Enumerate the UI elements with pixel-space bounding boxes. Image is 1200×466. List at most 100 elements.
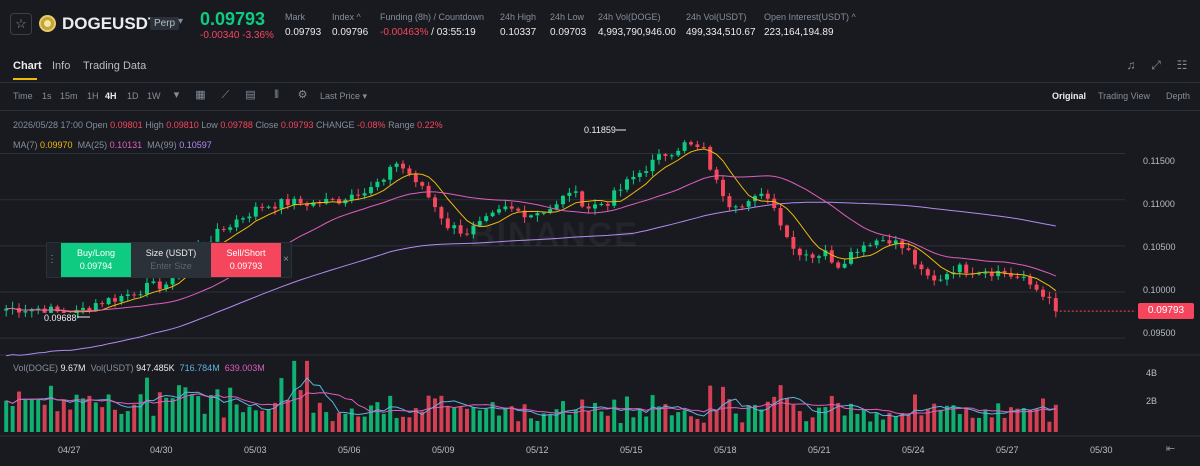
candle-body bbox=[957, 264, 962, 273]
volume-bar bbox=[170, 398, 175, 432]
scroll-to-end-icon[interactable]: ⇤ bbox=[1165, 443, 1176, 455]
view-original[interactable]: Original bbox=[1052, 91, 1087, 101]
calendar-icon[interactable]: ▦ bbox=[195, 89, 206, 101]
interval-4h[interactable]: 4H bbox=[105, 91, 117, 101]
sell-short-button[interactable]: Sell/Short 0.09793 bbox=[211, 243, 281, 277]
ma25-label: MA(25) bbox=[77, 140, 108, 150]
stat-value: -0.00463% / 03:55:19 bbox=[380, 27, 484, 38]
volume-bar bbox=[273, 402, 277, 432]
candle-body bbox=[548, 209, 553, 213]
x-tick-label: 05/30 bbox=[1090, 445, 1113, 455]
last-price: 0.09793 bbox=[200, 9, 266, 29]
candle-body bbox=[349, 194, 354, 200]
volume-bar bbox=[356, 416, 361, 432]
volume-bar bbox=[68, 409, 73, 432]
expand-icon[interactable]: ⤢ bbox=[1151, 58, 1161, 72]
volume-bar bbox=[324, 412, 329, 432]
tab-chart[interactable]: Chart bbox=[13, 60, 42, 72]
candle-body bbox=[580, 191, 585, 207]
star-icon[interactable]: ☆ bbox=[10, 13, 32, 35]
stat-24h-high: 24h High 0.10337 bbox=[500, 12, 536, 38]
candle-body bbox=[4, 308, 9, 311]
x-tick-label: 05/21 bbox=[808, 445, 831, 455]
volume-bar bbox=[970, 417, 975, 432]
size-label: Size (USDT) bbox=[145, 248, 197, 258]
interval-1d[interactable]: 1D bbox=[127, 91, 139, 101]
drag-handle-icon[interactable]: ⋮⋮ bbox=[47, 254, 67, 265]
ohlc-open: 0.09801 bbox=[110, 120, 143, 130]
volume-bar bbox=[81, 398, 85, 432]
volume-bar bbox=[17, 391, 21, 432]
volume-bar bbox=[663, 404, 668, 432]
volume-bar bbox=[733, 413, 738, 432]
candle-body bbox=[887, 240, 892, 244]
divider bbox=[0, 82, 1200, 83]
volume-bar bbox=[458, 406, 463, 432]
buy-long-button[interactable]: Buy/Long 0.09794 bbox=[61, 243, 131, 277]
volume-bar bbox=[618, 422, 623, 432]
indicator-icon[interactable]: ⟋ bbox=[221, 89, 230, 101]
volume-bar bbox=[145, 377, 149, 432]
stat-index[interactable]: Index ^ 0.09796 bbox=[332, 12, 368, 38]
ma7-label: MA(7) bbox=[13, 140, 38, 150]
volume-bar bbox=[49, 385, 53, 432]
interval-time[interactable]: Time bbox=[13, 91, 33, 101]
volume-bar bbox=[433, 398, 437, 432]
grid-icon[interactable]: ☷ bbox=[1176, 58, 1188, 72]
interval-1s[interactable]: 1s bbox=[42, 91, 52, 101]
ma7-line bbox=[6, 148, 1057, 313]
view-trading-view[interactable]: Trading View bbox=[1098, 91, 1151, 101]
stat-label: Mark bbox=[285, 12, 305, 22]
volume-bar bbox=[657, 406, 661, 432]
stat-label: 24h High bbox=[500, 12, 537, 22]
tab-info[interactable]: Info bbox=[52, 60, 71, 72]
volume-bar bbox=[260, 410, 265, 432]
volume-bar bbox=[477, 410, 482, 432]
volume-bar bbox=[714, 410, 719, 432]
candle-body bbox=[23, 311, 28, 313]
sell-label: Sell/Short bbox=[226, 248, 266, 258]
volume-bar bbox=[829, 395, 834, 432]
volume-bar bbox=[106, 394, 111, 432]
stat-open-interest[interactable]: Open Interest(USDT) ^ 223,164,194.89 bbox=[764, 12, 856, 38]
layout-icon[interactable]: ⫴ bbox=[274, 89, 279, 101]
bell-icon[interactable]: ♫ bbox=[1126, 58, 1136, 72]
price-type-select[interactable]: Last Price ▾ bbox=[320, 91, 368, 101]
interval-15m[interactable]: 15m bbox=[60, 91, 78, 101]
stat-label: Open Interest(USDT) ^ bbox=[764, 12, 856, 22]
volume-bar bbox=[375, 402, 380, 432]
stat-label: 24h Vol(USDT) bbox=[686, 12, 747, 22]
volume-bar bbox=[292, 360, 297, 432]
volume-bar bbox=[772, 396, 777, 432]
volume-bar bbox=[381, 413, 386, 432]
x-tick-label: 05/03 bbox=[244, 445, 267, 455]
symbol-name[interactable]: DOGEUSDT bbox=[62, 14, 159, 33]
tab-trading-data[interactable]: Trading Data bbox=[83, 60, 147, 72]
volume-readout[interactable]: Vol(DOGE) 9.67M Vol(USDT) 947.485K 716.7… bbox=[13, 363, 265, 373]
volume-bar bbox=[765, 401, 770, 432]
ohlc-label: Close bbox=[255, 120, 279, 130]
caret-down-icon[interactable]: ▾ bbox=[173, 89, 180, 101]
ohlc-range: 0.22% bbox=[417, 120, 443, 130]
ma25-value: 0.10131 bbox=[109, 140, 143, 150]
candle-body bbox=[407, 168, 412, 174]
candle-body bbox=[829, 250, 834, 263]
size-input[interactable]: Size (USDT) Enter Size bbox=[131, 243, 211, 277]
volume-bar bbox=[561, 401, 565, 432]
view-depth[interactable]: Depth bbox=[1166, 91, 1191, 101]
candle-type-icon[interactable]: ▤ bbox=[245, 89, 256, 101]
close-icon[interactable]: × bbox=[283, 254, 289, 265]
volume-bar bbox=[234, 404, 239, 432]
volume-bar bbox=[874, 413, 879, 432]
buy-label: Buy/Long bbox=[76, 248, 116, 258]
ma-readout[interactable]: MA(7) 0.09970 MA(25) 0.10131 MA(99) 0.10… bbox=[13, 140, 212, 150]
volume-bar bbox=[1021, 408, 1026, 432]
candle-body bbox=[797, 248, 802, 256]
chevron-down-icon[interactable]: ▾ bbox=[178, 16, 184, 27]
interval-1w[interactable]: 1W bbox=[147, 91, 161, 101]
interval-1h[interactable]: 1H bbox=[87, 91, 99, 101]
candle-body bbox=[452, 225, 457, 229]
ohlc-close: 0.09793 bbox=[280, 120, 314, 130]
candle-body bbox=[778, 208, 783, 226]
settings-icon[interactable]: ⚙ bbox=[297, 89, 308, 101]
